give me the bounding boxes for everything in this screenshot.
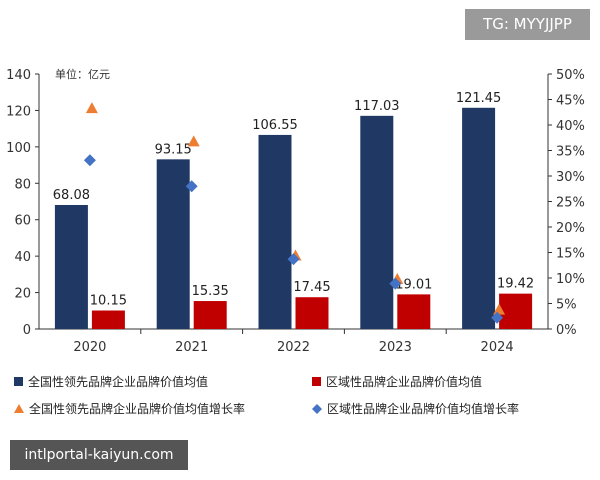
- marker-regional-growth: [287, 253, 300, 266]
- data-label: 19.01: [395, 277, 432, 292]
- data-label: 10.15: [90, 294, 127, 309]
- x-tick-label: 2020: [73, 340, 106, 355]
- data-label: 19.42: [497, 277, 534, 292]
- y-tick-label: 80: [14, 177, 31, 192]
- legend-label: 全国性领先品牌企业品牌价值均值: [28, 375, 209, 389]
- marker-regional-growth: [491, 311, 504, 324]
- marker-national-growth: [493, 303, 506, 315]
- site-watermark-badge: intlportal-kaiyun.com: [10, 440, 188, 470]
- legend-swatch: [14, 377, 23, 386]
- bar-national: [258, 134, 292, 329]
- legend-item-regional-growth: 区域性品牌企业品牌价值均值增长率: [312, 400, 519, 417]
- x-tick-label: 2023: [379, 340, 412, 355]
- x-tick-label: 2022: [277, 340, 310, 355]
- marker-regional-growth: [83, 154, 96, 167]
- data-label: 93.15: [155, 142, 192, 157]
- x-tick-label: 2024: [481, 340, 514, 355]
- bar-national: [360, 115, 394, 329]
- data-label: 15.35: [192, 284, 229, 299]
- y-tick-label: 140: [6, 68, 31, 83]
- data-label: 117.03: [354, 99, 400, 114]
- bar-national: [156, 159, 190, 329]
- bar-national: [54, 204, 88, 329]
- marker-national-growth: [187, 135, 200, 147]
- legend-label: 全国性领先品牌企业品牌价值均值增长率: [29, 402, 246, 416]
- y-tick-label: 40: [14, 250, 31, 265]
- bar-regional: [499, 293, 533, 329]
- y2-tick-label: 5%: [556, 298, 577, 313]
- y-tick-label: 60: [14, 214, 31, 229]
- data-label: 17.45: [293, 280, 330, 295]
- bar-national: [462, 107, 496, 329]
- bar-regional: [295, 297, 329, 329]
- x-tick-label: 2021: [175, 340, 208, 355]
- y2-tick-label: 25%: [556, 196, 585, 211]
- marker-regional-growth: [389, 277, 402, 290]
- data-label: 68.08: [53, 188, 90, 203]
- unit-label: 单位：亿元: [55, 67, 110, 81]
- legend-item-regional-value: 区域性品牌企业品牌价值均值: [312, 373, 482, 390]
- legend-swatch: [312, 377, 321, 386]
- y2-tick-label: 0%: [556, 323, 577, 338]
- y-tick-label: 0: [23, 323, 31, 338]
- data-label: 121.45: [456, 91, 502, 106]
- y2-tick-label: 15%: [556, 247, 585, 262]
- tg-badge: TG: MYYJJPP: [465, 9, 590, 40]
- y2-tick-label: 10%: [556, 272, 585, 287]
- y2-tick-label: 20%: [556, 221, 585, 236]
- triangle-icon: [14, 404, 24, 413]
- diamond-icon: [312, 403, 322, 414]
- y2-tick-label: 45%: [556, 94, 585, 109]
- y-tick-label: 120: [6, 104, 31, 119]
- marker-national-growth: [85, 102, 98, 114]
- legend-label: 区域性品牌企业品牌价值均值: [326, 375, 483, 389]
- marker-regional-growth: [185, 180, 198, 193]
- y2-tick-label: 35%: [556, 145, 585, 160]
- y-tick-label: 100: [6, 141, 31, 156]
- y2-tick-label: 40%: [556, 119, 585, 134]
- bar-regional: [91, 310, 125, 329]
- y2-tick-label: 50%: [556, 68, 585, 83]
- bar-regional: [397, 294, 431, 329]
- bar-regional: [193, 301, 227, 329]
- data-label: 106.55: [252, 118, 298, 133]
- legend-item-national-value: 全国性领先品牌企业品牌价值均值: [14, 373, 208, 390]
- y-tick-label: 20: [14, 287, 31, 302]
- legend-item-national-growth: 全国性领先品牌企业品牌价值均值增长率: [14, 400, 245, 417]
- y2-tick-label: 30%: [556, 170, 585, 185]
- legend-label: 区域性品牌企业品牌价值均值增长率: [327, 402, 520, 416]
